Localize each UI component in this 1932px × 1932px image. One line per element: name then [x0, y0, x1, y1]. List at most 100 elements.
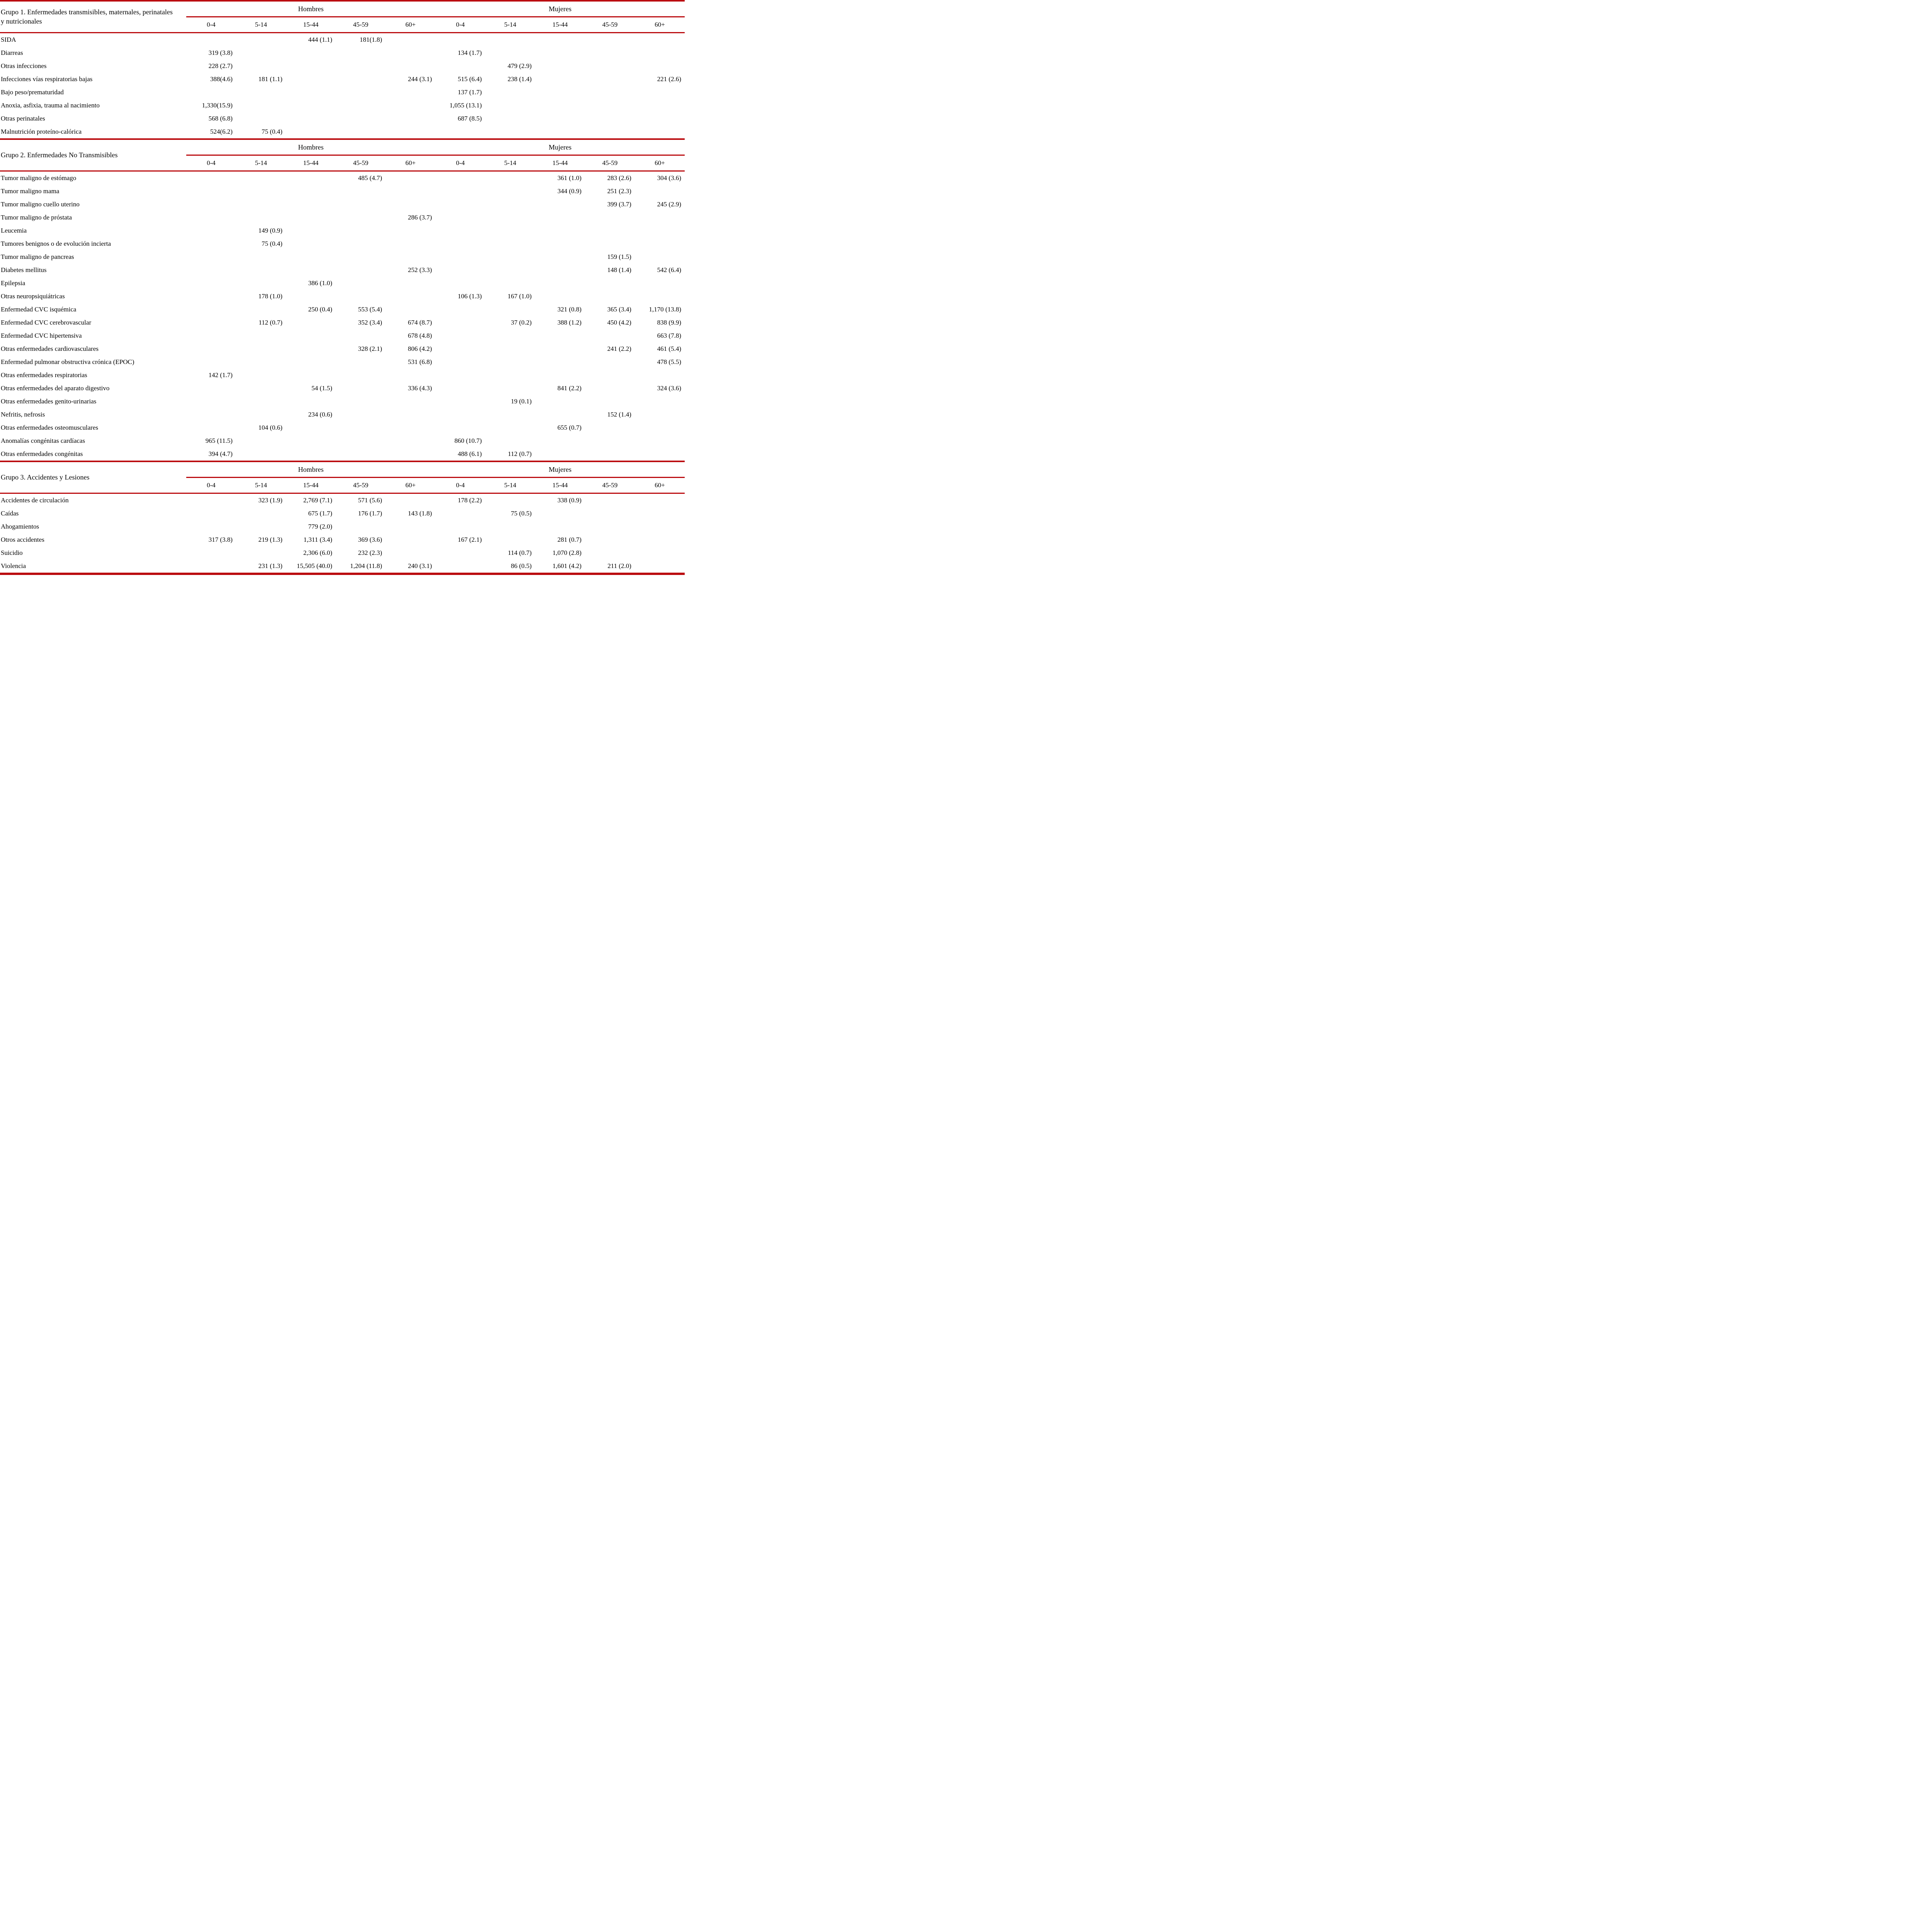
age-header-mujeres-15-44: 15-44 — [535, 17, 585, 33]
table-row: Caídas 675 (1.7) 176 (1.7) 143 (1.8) 75 (0.5… — [0, 507, 685, 520]
cell-mujeres-0-4 — [435, 520, 485, 533]
table-row: Diabetes mellitus 252 (3.3) 148 (1.4) 542 (… — [0, 264, 685, 277]
table-row: Otras enfermedades congénitas 394 (4.7) 48… — [0, 447, 685, 461]
cell-hombres-15-44 — [286, 421, 336, 434]
cell-hombres-15-44 — [286, 447, 336, 461]
age-header-row: 0-4 5-14 15-44 45-59 60+ 0-4 5-14 15-44 … — [0, 17, 685, 33]
cell-hombres-15-44: 779 (2.0) — [308, 523, 332, 530]
mortality-table-page: Grupo 1. Enfermedades transmisibles, mat… — [0, 0, 685, 575]
cell-hombres-0-4 — [186, 520, 236, 533]
cell-mujeres-45-59 — [585, 520, 635, 533]
cell-mujeres-5-14 — [485, 329, 535, 342]
cell-mujeres-45-59 — [585, 290, 635, 303]
cell-hombres-60plus — [386, 369, 435, 382]
cell-hombres-60plus — [386, 185, 435, 198]
cell-mujeres-60plus: 478 (5.5) — [657, 358, 681, 366]
cell-hombres-0-4 — [186, 560, 236, 574]
cell-mujeres-60plus — [635, 560, 685, 574]
cell-hombres-45-59 — [336, 395, 386, 408]
row-label: Tumor maligno mama — [1, 187, 60, 195]
age-header-mujeres-0-4: 0-4 — [435, 477, 485, 494]
cell-hombres-0-4: 965 (11.5) — [205, 437, 233, 444]
cell-mujeres-5-14 — [485, 224, 535, 237]
cell-hombres-15-44: 234 (0.6) — [308, 411, 332, 418]
cell-hombres-60plus — [386, 395, 435, 408]
cell-hombres-5-14 — [236, 250, 286, 264]
cell-mujeres-60plus: 461 (5.4) — [657, 345, 681, 352]
cell-hombres-0-4 — [186, 546, 236, 560]
cell-mujeres-60plus — [635, 290, 685, 303]
cell-mujeres-0-4 — [435, 546, 485, 560]
cell-mujeres-45-59 — [585, 329, 635, 342]
cell-mujeres-15-44 — [535, 46, 585, 60]
age-header-mujeres-45-59: 45-59 — [585, 17, 635, 33]
cell-mujeres-15-44: 338 (0.9) — [557, 497, 582, 504]
cell-mujeres-5-14 — [485, 303, 535, 316]
cell-mujeres-0-4 — [435, 355, 485, 369]
row-label: Accidentes de circulación — [1, 497, 69, 504]
cell-hombres-15-44 — [286, 329, 336, 342]
cell-mujeres-45-59: 148 (1.4) — [607, 266, 631, 274]
cell-hombres-15-44 — [286, 316, 336, 329]
cell-mujeres-45-59 — [585, 447, 635, 461]
cell-mujeres-60plus — [635, 395, 685, 408]
cell-hombres-5-14 — [236, 546, 286, 560]
cell-hombres-0-4 — [186, 395, 236, 408]
row-label: Enfermedad CVC cerebrovascular — [1, 319, 92, 326]
age-header-mujeres-0-4: 0-4 — [435, 17, 485, 33]
cell-hombres-15-44 — [286, 60, 336, 73]
cell-hombres-0-4 — [186, 421, 236, 434]
cell-mujeres-45-59 — [585, 395, 635, 408]
header-mujeres: Mujeres — [435, 140, 685, 156]
cell-mujeres-45-59 — [585, 533, 635, 546]
table-row: Epilepsia 386 (1.0) — [0, 277, 685, 290]
table-row: Enfermedad CVC hipertensiva 678 (4.8) 663 … — [0, 329, 685, 342]
table-row: Otras enfermedades del aparato digestivo… — [0, 382, 685, 395]
table-row: Bajo peso/prematuridad 137 (1.7) — [0, 86, 685, 99]
cell-hombres-15-44 — [286, 290, 336, 303]
cell-mujeres-15-44 — [535, 198, 585, 211]
cell-mujeres-45-59 — [585, 382, 635, 395]
cell-hombres-45-59 — [336, 60, 386, 73]
header-mujeres: Mujeres — [435, 2, 685, 17]
age-header-hombres-5-14: 5-14 — [236, 155, 286, 172]
cell-hombres-45-59 — [336, 277, 386, 290]
cell-hombres-45-59 — [336, 434, 386, 447]
cell-mujeres-15-44: 281 (0.7) — [557, 536, 582, 543]
cell-mujeres-0-4 — [435, 369, 485, 382]
table-row: Otras infecciones 228 (2.7) 479 (2.9) — [0, 60, 685, 73]
cell-hombres-15-44 — [286, 237, 336, 250]
row-label: Ahogamientos — [1, 523, 39, 530]
cell-hombres-60plus — [386, 112, 435, 125]
cell-mujeres-45-59 — [585, 421, 635, 434]
row-label: Malnutrición proteíno-calórica — [1, 128, 82, 135]
cell-hombres-45-59: 485 (4.7) — [358, 174, 382, 182]
cell-mujeres-60plus — [635, 533, 685, 546]
cell-mujeres-0-4 — [435, 382, 485, 395]
cell-hombres-15-44: 386 (1.0) — [308, 279, 332, 287]
group-3-table: Grupo 3. Accidentes y Lesiones Hombres M… — [0, 462, 685, 575]
cell-hombres-60plus — [386, 290, 435, 303]
cell-hombres-0-4 — [186, 342, 236, 355]
cell-hombres-15-44 — [286, 198, 336, 211]
cell-mujeres-0-4 — [435, 224, 485, 237]
cell-hombres-60plus: 674 (8.7) — [408, 319, 432, 326]
cell-mujeres-45-59 — [585, 60, 635, 73]
cell-mujeres-0-4 — [435, 316, 485, 329]
row-label: Infecciones vías respiratorias bajas — [1, 75, 93, 83]
cell-hombres-0-4: 142 (1.7) — [208, 371, 233, 379]
cell-hombres-0-4: 568 (6.8) — [208, 115, 233, 122]
table-row: Otros accidentes 317 (3.8) 219 (1.3) 1,311 … — [0, 533, 685, 546]
cell-hombres-0-4 — [186, 329, 236, 342]
age-header-mujeres-45-59: 45-59 — [585, 477, 635, 494]
cell-mujeres-5-14 — [485, 125, 535, 139]
cell-mujeres-5-14 — [485, 434, 535, 447]
cell-mujeres-60plus: 304 (3.6) — [657, 174, 681, 182]
cell-hombres-15-44 — [286, 369, 336, 382]
cell-mujeres-45-59: 211 (2.0) — [607, 562, 631, 570]
cell-mujeres-15-44 — [535, 86, 585, 99]
cell-mujeres-45-59: 283 (2.6) — [607, 174, 631, 182]
cell-mujeres-15-44 — [535, 277, 585, 290]
cell-mujeres-60plus — [635, 434, 685, 447]
cell-hombres-5-14 — [236, 277, 286, 290]
